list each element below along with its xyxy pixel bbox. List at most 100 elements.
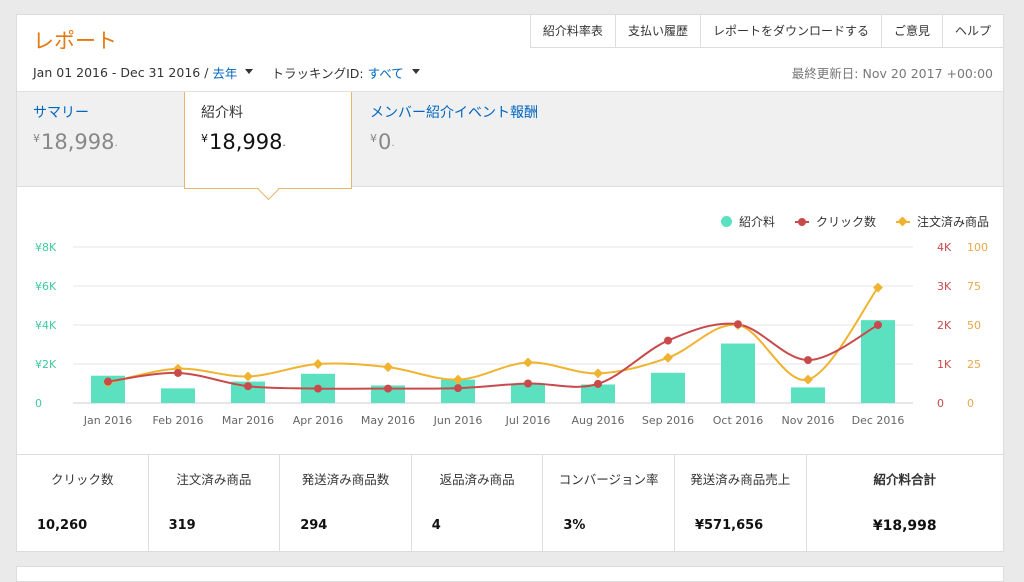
legend-line-icon	[794, 217, 809, 226]
point-clicks	[594, 379, 602, 388]
tab-referral-fees-label: 紹介料	[201, 105, 243, 121]
chevron-down-icon[interactable]	[411, 69, 420, 74]
y-left-tick-label: ¥4K	[35, 319, 57, 332]
metrics-row: クリック数 10,260 注文済み商品 319 発送済み商品数 294 返品済み…	[17, 454, 1003, 552]
x-tick-label: May 2016	[361, 414, 415, 427]
point-ordered	[873, 282, 883, 293]
metric-value: ¥571,656	[694, 518, 764, 533]
legend-label: 紹介料	[738, 215, 775, 229]
x-tick-label: Apr 2016	[293, 414, 344, 427]
point-clicks	[524, 379, 532, 388]
y-right-clicks-tick-label: 1K	[937, 358, 952, 371]
tab-summary-value: ¥18,998·	[33, 130, 118, 154]
metric-label: 返品済み商品	[439, 472, 515, 487]
metric-value: 319	[168, 518, 196, 533]
point-clicks	[244, 382, 252, 391]
x-tick-label: Jan 2016	[83, 414, 132, 427]
tab-summary-label: サマリー	[33, 105, 89, 121]
feedback-link[interactable]: ご意見	[882, 15, 943, 47]
y-right-ordered-tick-label: 75	[967, 280, 981, 293]
x-tick-label: Sep 2016	[642, 414, 694, 427]
bar-referral-fee	[581, 384, 615, 403]
x-tick-label: Nov 2016	[782, 414, 835, 427]
top-nav: 紹介料率表 支払い履歴 レポートをダウンロードする ご意見 ヘルプ	[529, 15, 1003, 48]
metric-value: ¥18,998	[872, 518, 937, 534]
metric-shipped-revenue: 発送済み商品売上 ¥571,656	[675, 455, 807, 552]
metric-label: 発送済み商品数	[301, 472, 390, 487]
bar-referral-fee	[791, 387, 825, 403]
metric-label: 発送済み商品売上	[690, 472, 791, 487]
bar-referral-fee	[161, 388, 195, 403]
point-ordered	[243, 371, 253, 382]
legend-label: 注文済み商品	[916, 215, 989, 229]
legend-line-icon	[895, 216, 910, 226]
last-updated: 最終更新日: Nov 20 2017 +00:00	[791, 66, 993, 81]
bar-referral-fee	[511, 384, 545, 403]
x-tick-label: Oct 2016	[713, 414, 764, 427]
y-right-clicks-tick-label: 4K	[937, 241, 952, 254]
legend-label: クリック数	[815, 215, 876, 229]
point-clicks	[454, 384, 462, 393]
metric-total-fees: 紹介料合計 ¥18,998	[807, 455, 1003, 552]
bar-referral-fee	[861, 320, 895, 403]
point-clicks	[314, 384, 322, 393]
legend-item-clicks[interactable]: クリック数	[794, 213, 876, 230]
point-ordered	[593, 368, 603, 379]
tab-member-referral[interactable]: メンバー紹介イベント報酬 ¥0·	[354, 92, 594, 186]
payment-history-link[interactable]: 支払い履歴	[616, 15, 701, 47]
y-left-tick-label: ¥2K	[35, 358, 57, 371]
fee-rates-link[interactable]: 紹介料率表	[531, 15, 616, 47]
y-right-ordered-tick-label: 50	[967, 319, 981, 332]
series-line-clicks	[107, 322, 879, 390]
point-clicks	[874, 321, 882, 329]
download-report-link[interactable]: レポートをダウンロードする	[701, 15, 882, 47]
metric-value: 294	[300, 518, 328, 533]
x-tick-label: Jun 2016	[433, 414, 483, 427]
summary-tabs: サマリー ¥18,998· 紹介料 ¥18,998· メンバー紹介イベント報酬 …	[17, 91, 1003, 201]
bar-referral-fee	[651, 372, 685, 403]
metric-returned-items: 返品済み商品 4	[412, 455, 544, 552]
metric-value: 4	[431, 518, 441, 533]
period-dropdown[interactable]: 去年	[212, 66, 238, 81]
metric-label: コンバージョン率	[558, 472, 659, 487]
point-clicks	[804, 356, 812, 365]
bar-referral-fee	[721, 343, 755, 403]
y-left-tick-label: 0	[35, 397, 42, 410]
x-tick-label: Mar 2016	[222, 414, 274, 427]
metric-label: クリック数	[51, 472, 114, 487]
metric-label: 紹介料合計	[873, 472, 937, 487]
metric-label: 注文済み商品	[176, 472, 252, 487]
tab-summary[interactable]: サマリー ¥18,998·	[17, 92, 183, 186]
point-clicks	[384, 384, 392, 393]
metric-ordered-items: 注文済み商品 319	[149, 455, 281, 552]
x-tick-label: Dec 2016	[852, 414, 905, 427]
legend-item-fees[interactable]: 紹介料	[720, 213, 775, 230]
metric-conversion-rate: コンバージョン率 3%	[543, 455, 675, 552]
metric-value: 3%	[563, 518, 586, 533]
point-ordered	[523, 357, 533, 368]
x-tick-label: Aug 2016	[572, 414, 625, 427]
filters-bar: Jan 01 2016 - Dec 31 2016 / 去年 トラッキングID:…	[33, 63, 438, 82]
help-link[interactable]: ヘルプ	[954, 24, 991, 38]
point-ordered	[313, 359, 323, 369]
legend-circle-icon	[720, 216, 732, 227]
combo-chart: 0 0 0 ¥2K 1K 25 ¥4K 2K 50 ¥6K 3K 75 ¥8K 4K 100 Jan 2016…	[35, 241, 988, 427]
y-right-clicks-tick-label: 2K	[937, 319, 952, 332]
point-clicks	[104, 377, 112, 386]
metric-value: 10,260	[37, 518, 88, 533]
tracking-id-label: トラッキングID:	[271, 66, 364, 81]
tab-referral-fees[interactable]: 紹介料 ¥18,998·	[184, 92, 352, 201]
y-right-ordered-tick-label: 0	[967, 397, 974, 410]
metric-shipped-items: 発送済み商品数 294	[280, 455, 412, 552]
y-left-tick-label: ¥6K	[35, 280, 57, 293]
point-ordered	[663, 352, 673, 363]
tracking-id-dropdown[interactable]: すべて	[367, 66, 404, 81]
metric-clicks: クリック数 10,260	[17, 455, 149, 552]
point-clicks	[174, 368, 182, 377]
x-tick-label: Feb 2016	[153, 414, 204, 427]
point-ordered	[803, 374, 813, 385]
chevron-down-icon[interactable]	[245, 69, 254, 74]
x-tick-label: Jul 2016	[505, 414, 551, 427]
legend-item-ordered[interactable]: 注文済み商品	[895, 213, 989, 230]
y-right-clicks-tick-label: 0	[937, 397, 944, 410]
